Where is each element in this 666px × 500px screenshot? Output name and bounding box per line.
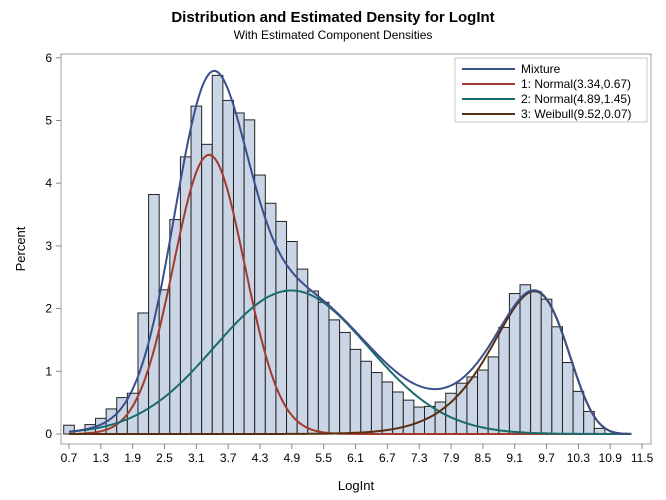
x-tick-label: 1.3 [92,451,109,465]
x-axis-label: LogInt [338,478,375,493]
histogram-bar [307,290,319,435]
x-tick-label: 7.9 [443,451,460,465]
x-tick-label: 9.7 [538,451,555,465]
x-tick-label: 8.5 [475,451,492,465]
histogram-bar [370,372,383,435]
x-tick-label: 5.5 [315,451,332,465]
y-tick-label: 3 [45,239,52,253]
histogram-bar [169,219,181,435]
histogram-bar [264,202,277,435]
y-tick-label: 0 [45,427,52,441]
histogram-bar [148,193,160,435]
y-tick-label: 2 [45,302,52,316]
histogram-bar [179,156,192,435]
histogram-bar [317,301,330,435]
histogram-bar [190,105,203,435]
y-tick-label: 1 [45,364,52,378]
chart-subtitle: With Estimated Component Densities [233,28,433,42]
x-tick-label: 10.9 [599,451,623,465]
x-tick-label: 1.9 [124,451,141,465]
histogram-bar [402,399,415,435]
mixture-density-curve [68,69,632,435]
x-tick-label: 6.7 [379,451,396,465]
x-tick-label: 3.1 [188,451,205,465]
histogram-bar [275,220,288,435]
histogram-bar [349,348,362,435]
legend-entry: Mixture [521,62,561,76]
x-tick-label: 7.3 [411,451,428,465]
histogram-bar [328,319,341,435]
x-tick-label: 11.5 [631,451,654,465]
x-tick-label: 9.1 [506,451,523,465]
histogram-bar [201,143,213,435]
x-tick-label: 0.7 [61,451,78,465]
histogram-bar [232,112,245,435]
histogram-bar [211,74,224,435]
x-tick-label: 10.3 [567,451,591,465]
histogram-bar [477,369,489,435]
x-tick-label: 4.9 [284,451,301,465]
histogram-bar [498,326,510,435]
histogram-bar [540,298,553,435]
histogram-bar [572,390,585,435]
histogram-bar [222,99,234,435]
histogram-bar [339,331,351,435]
chart-title: Distribution and Estimated Density for L… [171,9,495,26]
histogram-bar [424,405,436,435]
x-tick-label: 6.1 [347,451,364,465]
histogram-bar [381,381,394,435]
legend-entry: 3: Weibull(9.52,0.07) [521,107,632,121]
histogram-bar [551,326,563,435]
y-axis-label: Percent [13,226,28,271]
x-tick-label: 2.5 [156,451,173,465]
y-tick-label: 6 [45,51,52,65]
histogram-bar [519,284,532,435]
legend-entry: 1: Normal(3.34,0.67) [521,77,631,91]
histogram-bar [63,424,75,435]
histogram-bar [487,356,500,435]
legend-entry: 2: Normal(4.89,1.45) [521,92,631,106]
histogram-bar [360,360,372,435]
x-tick-label: 3.7 [220,451,237,465]
histogram-bar [158,289,171,435]
x-tick-label: 4.3 [252,451,269,465]
y-tick-label: 5 [45,114,52,128]
histogram-bar [561,362,574,435]
histogram-bar [530,291,542,435]
y-tick-label: 4 [45,176,52,190]
